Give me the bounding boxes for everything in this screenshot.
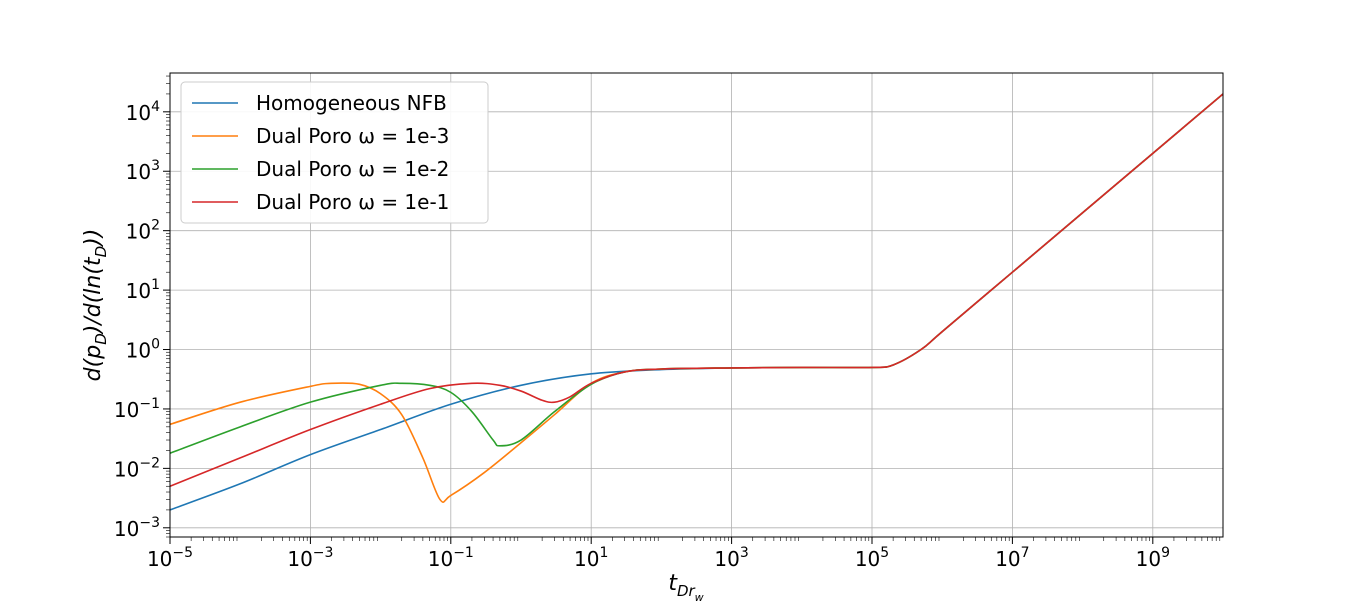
- legend-label-3: Dual Poro ω = 1e-1: [256, 190, 449, 214]
- y-tick-label: 10−3: [114, 515, 160, 541]
- x-tick-label: 109: [1136, 545, 1170, 571]
- x-tick-label: 10−1: [428, 545, 474, 571]
- x-tick-label: 105: [855, 545, 889, 571]
- series-layer: [170, 93, 1223, 511]
- y-tick-label: 102: [126, 218, 160, 244]
- y-tick-label: 101: [126, 277, 160, 303]
- grid-lines: [169, 73, 1223, 537]
- x-tick-label: 107: [995, 545, 1029, 571]
- x-tick-label: 10−3: [287, 545, 333, 571]
- y-tick-label: 10−1: [114, 396, 160, 422]
- legend-box: [180, 81, 489, 224]
- y-axis-label: d(pD)/d(ln(tD)): [81, 229, 110, 382]
- x-tick-label: 103: [714, 545, 748, 571]
- x-tick-label: 101: [574, 545, 608, 571]
- y-tick-label: 100: [126, 337, 160, 363]
- legend-label-2: Dual Poro ω = 1e-2: [256, 157, 449, 181]
- y-tick-label: 10−2: [114, 455, 160, 481]
- x-axis-ticks: 10−5 10−3 10−1 101 103 105 107 109: [147, 537, 1221, 571]
- y-axis-ticks: 10−3 10−2 10−1 100 101 102 103 104: [114, 75, 170, 541]
- series-line-3: [170, 93, 1223, 488]
- legend-label-1: Dual Poro ω = 1e-3: [256, 124, 449, 148]
- x-axis-label: tDrw: [668, 571, 703, 603]
- plot-frame: [169, 72, 1224, 538]
- legend: Homogeneous NFB Dual Poro ω = 1e-3 Dual Po…: [180, 81, 489, 224]
- x-tick-label: 10−5: [147, 545, 193, 571]
- y-tick-label: 104: [126, 99, 160, 125]
- legend-label-0: Homogeneous NFB: [256, 91, 447, 115]
- y-tick-label: 103: [126, 158, 160, 184]
